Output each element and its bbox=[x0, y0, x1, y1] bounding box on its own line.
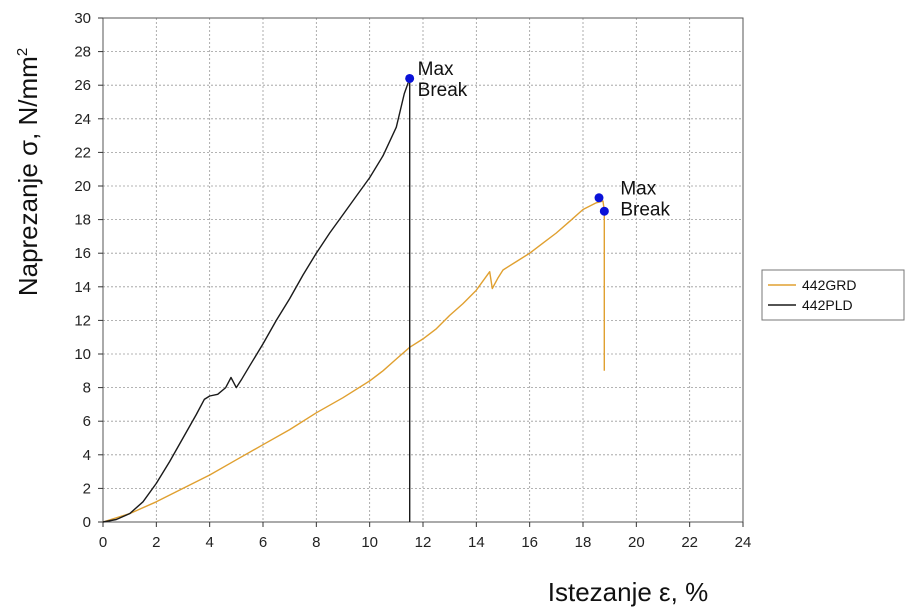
y-tick-label: 4 bbox=[83, 447, 91, 464]
axes: 0 2 4 6 8 10 12 14 16 18 20 22 240246810121416182022… bbox=[74, 10, 751, 551]
annotation-line: Break bbox=[418, 80, 468, 101]
x-tick-label: 14 bbox=[468, 534, 485, 551]
x-tick-label: 20 bbox=[628, 534, 645, 551]
x-tick-label: 8 bbox=[312, 534, 320, 551]
data-point-marker bbox=[405, 73, 415, 83]
data-point-marker bbox=[599, 206, 609, 216]
legend: 442GRD 442PLD bbox=[761, 269, 905, 321]
x-tick-label: 0 bbox=[99, 534, 107, 551]
annotation-label: Max Break bbox=[418, 59, 468, 101]
y-tick-label: 14 bbox=[74, 279, 91, 296]
x-tick-label: 2 bbox=[152, 534, 160, 551]
annotation-label: Max Break bbox=[620, 178, 670, 220]
x-axis-label: Istezanje ε, % bbox=[548, 577, 708, 607]
y-tick-label: 26 bbox=[74, 77, 91, 94]
x-tick-label: 16 bbox=[521, 534, 538, 551]
legend-label: 442GRD bbox=[802, 277, 856, 293]
legend-box bbox=[761, 269, 905, 321]
x-tick-label: 22 bbox=[681, 534, 698, 551]
y-tick-label: 6 bbox=[83, 413, 91, 430]
series-lines bbox=[102, 77, 605, 523]
y-axis-label-superscript: 2 bbox=[14, 48, 31, 56]
y-tick-label: 0 bbox=[83, 514, 91, 531]
y-tick-label: 2 bbox=[83, 480, 91, 497]
x-tick-label: 4 bbox=[205, 534, 213, 551]
y-tick-label: 8 bbox=[83, 380, 91, 397]
x-tick-label: 12 bbox=[415, 534, 432, 551]
y-tick-label: 24 bbox=[74, 111, 91, 128]
series-line-442PLD bbox=[102, 77, 411, 523]
series-line-442GRD bbox=[102, 200, 605, 523]
y-tick-label: 10 bbox=[74, 346, 91, 363]
x-tick-label: 6 bbox=[259, 534, 267, 551]
y-tick-label: 18 bbox=[74, 212, 91, 229]
point-markers bbox=[405, 73, 609, 216]
x-tick-label: 10 bbox=[361, 534, 378, 551]
annotation-line: Max bbox=[418, 59, 454, 80]
y-tick-label: 12 bbox=[74, 312, 91, 329]
y-axis-label-main: Naprezanje σ, N/mm bbox=[13, 56, 43, 296]
annotation-line: Max bbox=[620, 178, 656, 199]
legend-label: 442PLD bbox=[802, 297, 853, 313]
y-tick-label: 20 bbox=[74, 178, 91, 195]
data-point-marker bbox=[594, 193, 604, 203]
grid bbox=[103, 18, 743, 522]
y-axis-label: Naprezanje σ, N/mm2 bbox=[13, 48, 43, 296]
y-tick-label: 22 bbox=[74, 144, 91, 161]
y-tick-label: 30 bbox=[74, 10, 91, 27]
y-tick-label: 28 bbox=[74, 44, 91, 61]
y-tick-label: 16 bbox=[74, 245, 91, 262]
x-tick-label: 24 bbox=[735, 534, 752, 551]
annotation-line: Break bbox=[620, 199, 670, 220]
x-tick-label: 18 bbox=[575, 534, 592, 551]
